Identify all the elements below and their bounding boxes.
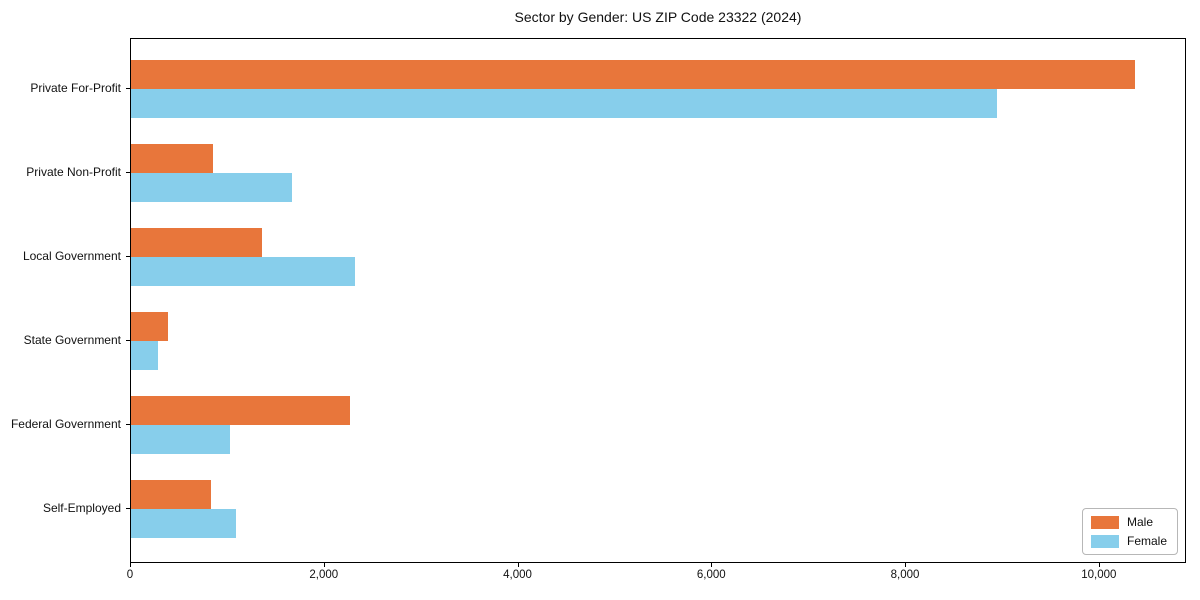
x-tick-2 bbox=[517, 563, 519, 567]
chart-title: Sector by Gender: US ZIP Code 23322 (202… bbox=[514, 9, 802, 25]
x-tick-label-1: 2,000 bbox=[309, 569, 339, 581]
y-tick-3 bbox=[126, 340, 130, 341]
y-tick-2 bbox=[126, 256, 130, 257]
y-tick-4 bbox=[126, 424, 130, 425]
category-label-2: Local Government bbox=[22, 249, 121, 263]
x-tick-label-4: 8,000 bbox=[890, 569, 920, 581]
bar-male-5 bbox=[131, 480, 211, 509]
x-tick-label-2: 4,000 bbox=[503, 569, 532, 581]
x-tick-1 bbox=[323, 563, 325, 567]
x-tick-label-5: 10,000 bbox=[1081, 569, 1117, 581]
legend-label-male: Male bbox=[1126, 515, 1153, 529]
category-label-1: Private Non-Profit bbox=[26, 165, 121, 179]
x-tick-label-3: 6,000 bbox=[696, 569, 726, 581]
bar-female-0 bbox=[131, 89, 998, 118]
bar-female-5 bbox=[131, 509, 236, 538]
bar-male-3 bbox=[131, 312, 168, 341]
category-label-5: Self-Employed bbox=[42, 501, 121, 515]
category-label-3: State Government bbox=[23, 333, 121, 347]
legend-label-female: Female bbox=[1126, 534, 1167, 548]
bar-male-4 bbox=[131, 396, 351, 425]
bar-male-0 bbox=[131, 60, 1135, 89]
bar-female-1 bbox=[131, 173, 293, 202]
y-tick-0 bbox=[126, 88, 130, 89]
legend: Male Female bbox=[1081, 508, 1178, 555]
plot-area: Male Female bbox=[130, 38, 1186, 563]
x-tick-3 bbox=[711, 563, 713, 567]
legend-swatch-male bbox=[1090, 515, 1119, 529]
category-label-0: Private For-Profit bbox=[30, 81, 121, 95]
x-tick-5 bbox=[1098, 563, 1100, 567]
x-tick-label-0: 0 bbox=[126, 569, 134, 581]
bar-female-2 bbox=[131, 257, 356, 286]
x-tick-0 bbox=[130, 563, 131, 567]
legend-item-male: Male bbox=[1090, 515, 1167, 529]
legend-item-female: Female bbox=[1090, 534, 1167, 548]
legend-swatch-female bbox=[1090, 534, 1119, 548]
bar-male-1 bbox=[131, 144, 213, 173]
bar-female-3 bbox=[131, 341, 159, 370]
bar-female-4 bbox=[131, 425, 230, 454]
x-tick-4 bbox=[905, 563, 906, 567]
y-tick-1 bbox=[126, 172, 130, 173]
bar-male-2 bbox=[131, 228, 262, 257]
y-tick-5 bbox=[126, 508, 130, 509]
category-label-4: Federal Government bbox=[10, 417, 121, 431]
